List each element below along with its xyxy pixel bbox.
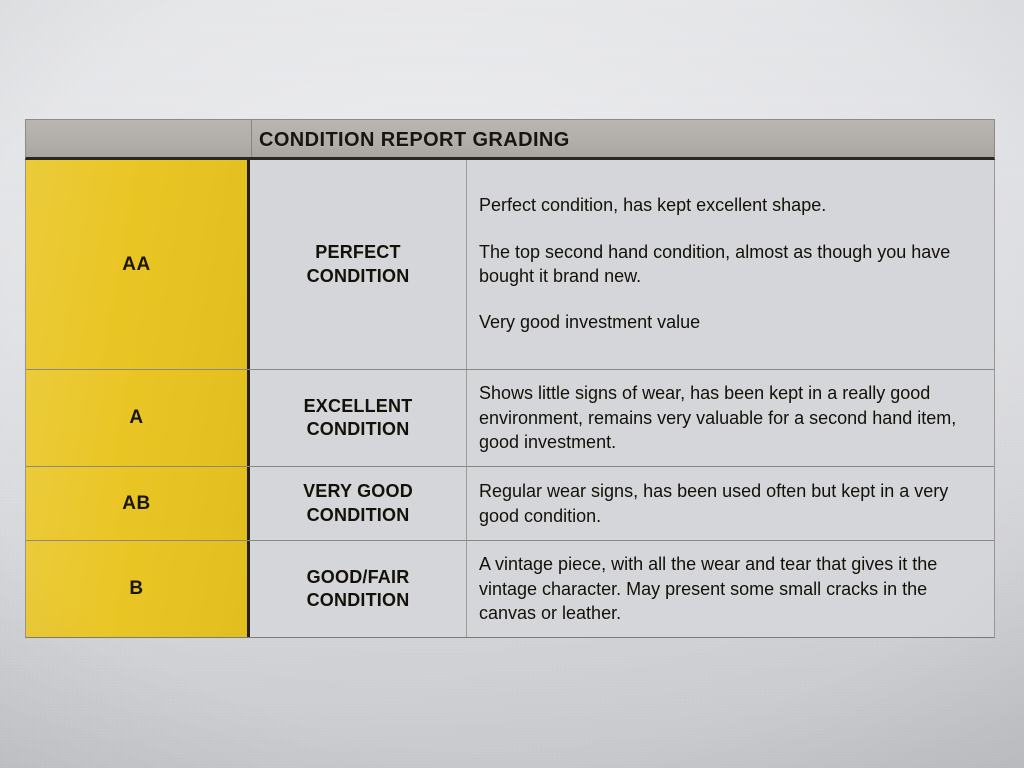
description-paragraph: Perfect condition, has kept excellent sh… — [479, 194, 827, 215]
description-cell-aa: Perfect condition, has kept excellent sh… — [467, 160, 994, 369]
condition-title-cell-aa: PERFECT CONDITION — [250, 160, 467, 369]
grade-label: AB — [122, 492, 151, 514]
grade-cell-b: B — [26, 541, 250, 637]
condition-title: GOOD/FAIR CONDITION — [306, 566, 410, 610]
grade-label: B — [129, 578, 144, 599]
grade-cell-a: A — [26, 370, 250, 466]
description-paragraph: A vintage piece, with all the wear and t… — [479, 554, 938, 624]
condition-report-grading-table: CONDITION REPORT GRADING AA PERFECT COND… — [25, 119, 995, 638]
condition-title: PERFECT CONDITION — [306, 242, 410, 286]
table-body: AA PERFECT CONDITION Perfect condition, … — [25, 160, 995, 638]
description-paragraph: Very good investment value — [479, 312, 701, 333]
condition-title-cell-a: EXCELLENT CONDITION — [250, 370, 467, 466]
grade-label: AA — [122, 253, 151, 275]
condition-title: EXCELLENT CONDITION — [303, 395, 413, 439]
table-row: B GOOD/FAIR CONDITION A vintage piece, w… — [26, 541, 994, 637]
table-row: AA PERFECT CONDITION Perfect condition, … — [26, 160, 994, 370]
grade-cell-aa: AA — [26, 160, 250, 369]
grade-cell-ab: AB — [26, 467, 250, 540]
description-cell-ab: Regular wear signs, has been used often … — [467, 467, 994, 540]
table-title: CONDITION REPORT GRADING — [259, 129, 570, 151]
description-paragraph: Shows little signs of wear, has been kep… — [479, 383, 957, 453]
description-paragraph: The top second hand condition, almost as… — [479, 241, 951, 286]
condition-title-cell-b: GOOD/FAIR CONDITION — [250, 541, 467, 637]
description-paragraph: Regular wear signs, has been used often … — [479, 481, 949, 526]
description-cell-a: Shows little signs of wear, has been kep… — [467, 370, 994, 466]
table-row: A EXCELLENT CONDITION Shows little signs… — [26, 370, 994, 467]
condition-title: VERY GOOD CONDITION — [303, 481, 413, 525]
grade-label: A — [129, 407, 144, 428]
table-row: AB VERY GOOD CONDITION Regular wear sign… — [26, 467, 994, 541]
table-header-band: CONDITION REPORT GRADING — [25, 119, 995, 160]
condition-title-cell-ab: VERY GOOD CONDITION — [250, 467, 467, 540]
description-cell-b: A vintage piece, with all the wear and t… — [467, 541, 994, 637]
header-column-divider — [251, 120, 252, 157]
